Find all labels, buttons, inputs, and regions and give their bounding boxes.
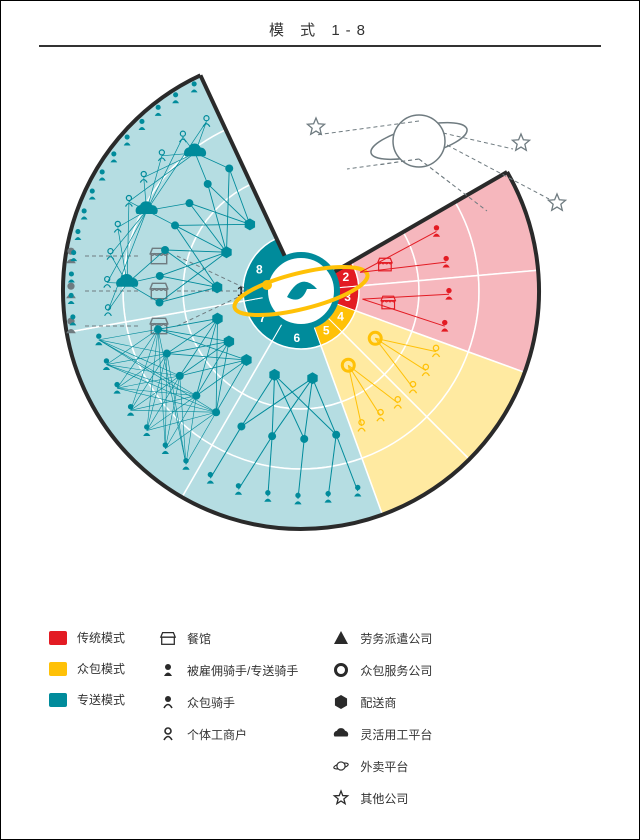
legend-label: 传统模式 xyxy=(77,629,125,646)
triangle-icon xyxy=(332,629,350,647)
legend-label: 众包服务公司 xyxy=(360,662,432,679)
sector-number: 2 xyxy=(342,270,349,284)
legend-label: 众包骑手 xyxy=(187,694,235,711)
legend-item: 众包骑手 xyxy=(159,693,298,711)
legend-col-orgs: 劳务派遣公司众包服务公司配送商灵活用工平台外卖平台其他公司 xyxy=(332,629,432,807)
star-icon xyxy=(548,194,565,210)
legend-label: 众包模式 xyxy=(77,660,125,677)
legend-item: 众包模式 xyxy=(49,660,125,677)
legend-label: 餐馆 xyxy=(187,630,211,647)
legend-item: 劳务派遣公司 xyxy=(332,629,432,647)
rider-out-icon xyxy=(159,693,177,711)
radial-diagram: 23456781 xyxy=(1,61,640,621)
legend-label: 劳务派遣公司 xyxy=(360,630,432,647)
legend-swatch xyxy=(49,631,67,645)
legend-col-actors: 餐馆被雇佣骑手/专送骑手众包骑手个体工商户 xyxy=(159,629,298,807)
legend-item: 配送商 xyxy=(332,693,432,711)
legend-item: 餐馆 xyxy=(159,629,298,647)
cloud-icon xyxy=(332,725,350,743)
legend-label: 其他公司 xyxy=(360,790,408,807)
sector-number: 5 xyxy=(323,324,330,338)
star-icon xyxy=(512,134,529,150)
sector-number: 4 xyxy=(337,309,344,323)
legend-item: 灵活用工平台 xyxy=(332,725,432,743)
hex-icon xyxy=(332,693,350,711)
star-icon xyxy=(307,118,324,134)
shop-icon xyxy=(159,629,177,647)
legend-item: 专送模式 xyxy=(49,691,125,708)
legend-label: 外卖平台 xyxy=(360,758,408,775)
legend-item: 外卖平台 xyxy=(332,757,432,775)
star-icon xyxy=(332,789,350,807)
page-title: 模 式 1-8 xyxy=(1,19,639,40)
legend-item: 个体工商户 xyxy=(159,725,298,743)
legend: 传统模式众包模式专送模式 餐馆被雇佣骑手/专送骑手众包骑手个体工商户 劳务派遣公… xyxy=(49,629,599,807)
rider-full-icon xyxy=(159,661,177,679)
sector-number: 6 xyxy=(294,331,301,345)
legend-label: 个体工商户 xyxy=(187,726,247,743)
legend-label: 配送商 xyxy=(360,694,396,711)
ring-icon xyxy=(332,661,350,679)
legend-label: 灵活用工平台 xyxy=(360,726,432,743)
legend-col-modes: 传统模式众包模式专送模式 xyxy=(49,629,125,807)
legend-swatch xyxy=(49,693,67,707)
legend-item: 众包服务公司 xyxy=(332,661,432,679)
legend-label: 被雇佣骑手/专送骑手 xyxy=(187,662,298,679)
legend-label: 专送模式 xyxy=(77,691,125,708)
planet-icon xyxy=(332,757,350,775)
legend-item: 传统模式 xyxy=(49,629,125,646)
connector xyxy=(443,133,513,149)
title-rule xyxy=(39,45,601,47)
legend-item: 被雇佣骑手/专送骑手 xyxy=(159,661,298,679)
rider-open-icon xyxy=(159,725,177,743)
sector-number: 8 xyxy=(256,262,263,276)
legend-item: 其他公司 xyxy=(332,789,432,807)
legend-swatch xyxy=(49,662,67,676)
